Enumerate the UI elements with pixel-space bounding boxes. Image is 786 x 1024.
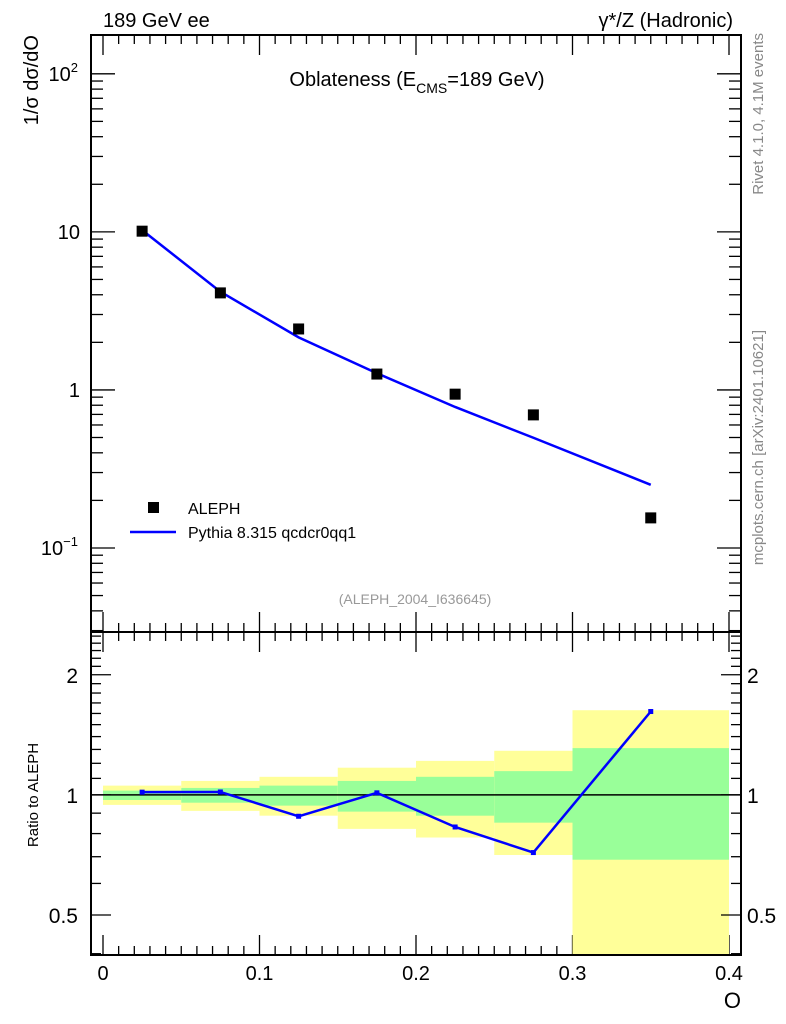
main-title: Oblateness (ECMS=189 GeV) (289, 69, 544, 96)
x-tick-label: 0.2 (402, 963, 430, 985)
ratio-plot: 0 0.1 0.2 0.3 0.4 0.5 0.5 1 1 2 2 (49, 631, 776, 985)
data-point (527, 409, 539, 421)
ratio-y-tick-label-right: 0.5 (747, 905, 776, 928)
rivet-info: Rivet 4.1.0, 4.1M events (750, 33, 767, 195)
main-title-sub: CMS (416, 80, 447, 96)
ratio-point (217, 789, 223, 795)
data-point (293, 323, 305, 335)
x-tick-label: 0.1 (246, 963, 274, 985)
ratio-y-tick-label-right: 2 (747, 665, 759, 688)
ratio-frame (90, 631, 742, 956)
y-tick-label-base: 1 (69, 380, 80, 402)
mc-line (141, 229, 652, 486)
y-tick-label-exponent: 2 (71, 60, 78, 75)
x-tick-label: 0 (97, 963, 108, 985)
ratio-point (530, 850, 536, 856)
data-point (449, 388, 461, 400)
ratio-y-tick-label: 1 (66, 785, 78, 808)
ratio-y-tick-label: 0.5 (49, 905, 78, 928)
y-tick-label: 10−1 (41, 534, 78, 560)
y-tick-label-exponent: −1 (63, 534, 78, 549)
data-point (645, 512, 657, 524)
y-tick-label-base: 10 (49, 64, 71, 86)
annotation: (ALEPH_2004_I636645) (339, 591, 492, 607)
main-title-text: Oblateness (E (289, 69, 416, 91)
ratio-point (296, 813, 302, 819)
main-title-tail: =189 GeV) (447, 69, 544, 91)
main-ylabel: 1/σ dσ/dO (21, 35, 43, 125)
y-tick-label-base: 10 (41, 538, 63, 560)
mcplots-info: mcplots.cern.ch [arXiv:2401.10621] (750, 330, 767, 565)
data-point (136, 225, 148, 237)
ratio-point (374, 790, 380, 796)
y-tick-label: 102 (49, 60, 78, 86)
legend: ALEPH Pythia 8.315 qcdcr0qq1 (130, 501, 356, 542)
y-tick-label: 10 (58, 222, 80, 244)
ratio-y-tick-label-right: 1 (747, 785, 759, 808)
x-tick-label: 0.3 (559, 963, 587, 985)
xlabel: O (724, 988, 741, 1013)
band-inner-bin (416, 776, 495, 816)
ratio-ylabel: Ratio to ALEPH (25, 743, 42, 847)
band-inner-bin (337, 780, 416, 812)
legend-label-mc: Pythia 8.315 qcdcr0qq1 (188, 525, 356, 542)
y-tick-label-base: 10 (58, 222, 80, 244)
legend-label-data: ALEPH (188, 501, 240, 518)
header-left: 189 GeV ee (103, 10, 210, 32)
legend-marker-data (148, 502, 159, 513)
ratio-point (139, 789, 145, 795)
band-inner-bin (494, 771, 573, 823)
ratio-y-tick-label: 2 (66, 665, 78, 688)
ratio-point (648, 709, 654, 715)
band-inner-bin (572, 748, 729, 860)
ratio-point (452, 824, 458, 830)
main-frame (90, 34, 742, 633)
x-tick-label: 0.4 (715, 963, 743, 985)
y-tick-label: 1 (69, 380, 80, 402)
header-right: γ*/Z (Hadronic) (599, 10, 733, 32)
data-point (214, 287, 226, 299)
data-point (371, 368, 383, 380)
